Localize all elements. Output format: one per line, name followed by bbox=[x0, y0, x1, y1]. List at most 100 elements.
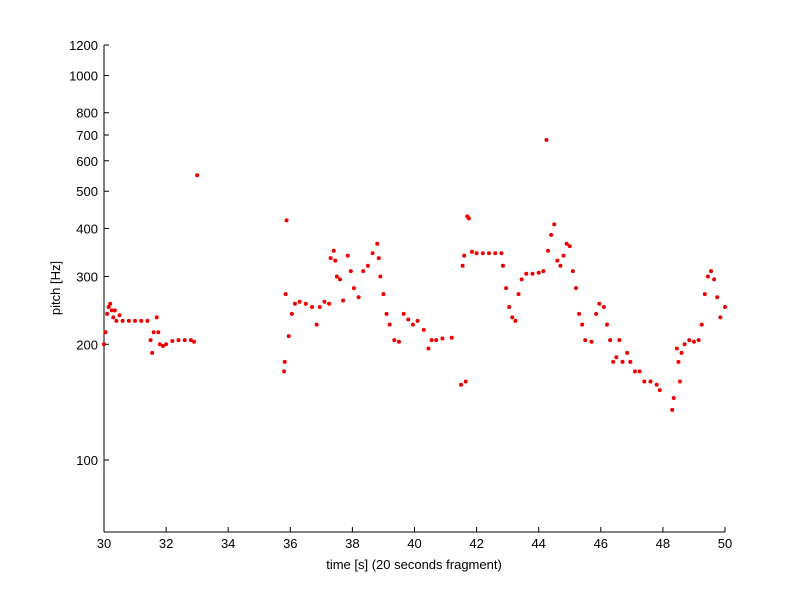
point bbox=[375, 241, 380, 246]
point bbox=[524, 271, 529, 276]
point bbox=[648, 379, 653, 384]
point bbox=[170, 338, 175, 343]
point bbox=[589, 339, 594, 344]
point bbox=[333, 258, 338, 263]
point bbox=[133, 318, 138, 323]
x-axis-label: time [s] (20 seconds fragment) bbox=[326, 557, 502, 572]
x-tick-label: 50 bbox=[718, 536, 732, 551]
point bbox=[702, 292, 707, 297]
point bbox=[541, 269, 546, 274]
point bbox=[469, 249, 474, 254]
point bbox=[723, 305, 727, 310]
y-tick-label: 600 bbox=[76, 154, 98, 169]
x-tick-label: 34 bbox=[221, 536, 235, 551]
point bbox=[148, 338, 153, 343]
point bbox=[480, 251, 485, 256]
point bbox=[283, 292, 288, 297]
point bbox=[712, 277, 717, 282]
point bbox=[657, 388, 662, 393]
point bbox=[286, 334, 291, 339]
point bbox=[594, 311, 599, 316]
point bbox=[687, 338, 692, 343]
x-tick-label: 44 bbox=[531, 536, 545, 551]
point bbox=[396, 339, 401, 344]
point bbox=[474, 251, 479, 256]
point bbox=[510, 315, 515, 320]
point bbox=[499, 251, 504, 256]
point bbox=[351, 286, 356, 291]
point bbox=[546, 248, 551, 253]
point bbox=[406, 317, 411, 322]
point bbox=[516, 292, 521, 297]
point bbox=[504, 286, 509, 291]
point bbox=[493, 251, 498, 256]
y-tick-label: 1200 bbox=[69, 38, 98, 53]
point bbox=[564, 241, 569, 246]
point bbox=[102, 342, 106, 347]
point bbox=[549, 232, 554, 237]
point bbox=[303, 301, 308, 306]
point bbox=[460, 263, 465, 268]
point bbox=[415, 318, 420, 323]
point bbox=[337, 277, 342, 282]
point bbox=[536, 270, 541, 275]
point bbox=[160, 343, 165, 348]
point bbox=[289, 311, 294, 316]
point bbox=[558, 263, 563, 268]
point bbox=[611, 359, 616, 364]
point bbox=[109, 308, 114, 313]
point bbox=[632, 369, 637, 374]
point bbox=[642, 379, 647, 384]
point bbox=[157, 342, 162, 347]
point bbox=[620, 359, 625, 364]
y-tick-label: 1000 bbox=[69, 68, 98, 83]
point bbox=[282, 369, 287, 374]
point bbox=[583, 338, 588, 343]
point bbox=[392, 338, 397, 343]
point bbox=[573, 286, 578, 291]
point bbox=[487, 251, 492, 256]
point bbox=[120, 318, 125, 323]
point bbox=[322, 299, 327, 304]
x-tick-label: 38 bbox=[345, 536, 359, 551]
point bbox=[103, 330, 108, 335]
point bbox=[597, 301, 602, 306]
point bbox=[365, 263, 370, 268]
point bbox=[328, 256, 333, 261]
x-tick-label: 48 bbox=[656, 536, 670, 551]
point bbox=[500, 263, 505, 268]
point bbox=[715, 295, 720, 300]
y-tick-label: 200 bbox=[76, 337, 98, 352]
point bbox=[507, 305, 512, 310]
point bbox=[426, 346, 431, 351]
y-tick-label: 500 bbox=[76, 184, 98, 199]
point bbox=[676, 359, 681, 364]
point bbox=[106, 305, 111, 310]
y-tick-label: 800 bbox=[76, 106, 98, 121]
point bbox=[334, 274, 339, 279]
point bbox=[108, 301, 113, 306]
point bbox=[150, 350, 155, 355]
point bbox=[356, 295, 361, 300]
point bbox=[429, 338, 434, 343]
point bbox=[297, 299, 302, 304]
x-tick-label: 46 bbox=[594, 536, 608, 551]
point bbox=[718, 315, 723, 320]
point bbox=[126, 318, 131, 323]
point bbox=[699, 322, 704, 327]
point bbox=[156, 330, 161, 335]
point bbox=[376, 256, 381, 261]
y-axis-label: pitch [Hz] bbox=[48, 261, 63, 315]
point bbox=[519, 277, 524, 282]
point bbox=[370, 251, 375, 256]
point bbox=[691, 339, 696, 344]
point bbox=[345, 253, 350, 258]
point bbox=[561, 253, 566, 258]
point bbox=[440, 336, 445, 341]
point bbox=[387, 322, 392, 327]
point bbox=[310, 305, 315, 310]
point bbox=[421, 327, 426, 332]
point bbox=[145, 318, 150, 323]
point bbox=[628, 359, 633, 364]
